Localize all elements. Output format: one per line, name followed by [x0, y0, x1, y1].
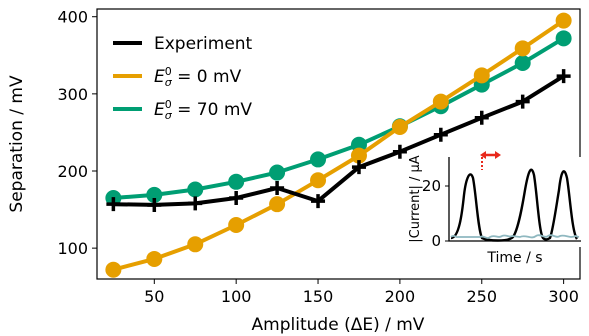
data-point: [146, 250, 163, 267]
y-tick-label: 200: [57, 162, 88, 181]
legend-value: = 70 mV: [172, 100, 253, 120]
legend-superscript: 0: [165, 98, 172, 111]
inset-x-axis-label: Time / s: [486, 250, 542, 266]
x-axis-label: Amplitude (ΔE) / mV: [252, 315, 425, 335]
inset-current-trace: [450, 168, 579, 242]
series-layer: [105, 12, 572, 278]
data-point: [310, 172, 327, 189]
data-point: [433, 127, 448, 142]
data-point: [146, 186, 163, 203]
data-point: [269, 196, 286, 213]
series-experiment: [106, 69, 571, 212]
data-point: [270, 180, 285, 195]
data-point: [392, 144, 407, 159]
data-point: [474, 110, 489, 125]
inset-y-tick-label: 0: [431, 232, 441, 250]
data-point: [187, 181, 204, 198]
x-tick-label: 200: [385, 287, 416, 306]
data-point: [515, 94, 530, 109]
data-point: [555, 12, 572, 29]
data-point: [105, 261, 122, 278]
legend-subscript: σ: [165, 109, 173, 122]
data-point: [351, 160, 366, 175]
data-point: [555, 30, 572, 47]
x-tick-label: 150: [303, 287, 334, 306]
legend-subscript: σ: [165, 76, 173, 89]
data-point: [229, 191, 244, 205]
y-tick-label: 300: [57, 85, 88, 104]
x-tick-label: 50: [144, 287, 164, 306]
x-tick-label: 250: [466, 287, 497, 306]
inset-arrow-head-right: [495, 151, 501, 159]
data-point: [391, 119, 408, 136]
legend: Experiment E0 σ = 0 mV E0 σ = 70 mV: [113, 34, 253, 122]
inset-arrow-head-left: [480, 151, 486, 159]
data-point: [187, 236, 204, 253]
inset-chart: 20 0 |Current| / µA Time / s: [408, 151, 581, 266]
data-point: [514, 40, 531, 57]
legend-label-experiment: Experiment: [154, 34, 253, 54]
legend-e-symbol: E: [154, 67, 165, 87]
x-tick-label: 300: [548, 287, 579, 306]
legend-superscript: 0: [165, 65, 172, 78]
data-point: [269, 164, 286, 181]
data-point: [432, 93, 449, 110]
data-point: [106, 197, 121, 212]
series-e-0-0-mv: [105, 12, 572, 278]
inset-y-axis-label: |Current| / µA: [408, 155, 423, 243]
data-point: [228, 173, 245, 190]
data-point: [350, 147, 367, 164]
plot-frame: [96, 8, 581, 280]
y-tick-label: 100: [57, 239, 88, 258]
data-point: [188, 196, 203, 211]
data-point: [147, 197, 162, 212]
x-axis: 50 100 150 200 250 300: [144, 279, 579, 306]
inset-y-tick-label: 20: [422, 177, 441, 195]
data-point: [228, 217, 245, 233]
y-axis-label: Separation / mV: [7, 75, 27, 213]
y-tick-label: 400: [57, 8, 88, 27]
legend-value: = 0 mV: [172, 67, 242, 87]
data-point: [514, 55, 531, 71]
data-point: [556, 69, 571, 84]
data-point: [310, 151, 327, 168]
legend-label-e0-70mv: E0 σ = 70 mV: [154, 98, 252, 122]
data-point: [311, 194, 326, 209]
legend-label-e0-0mv: E0 σ = 0 mV: [154, 65, 242, 89]
legend-e-symbol: E: [154, 100, 165, 120]
inset-baseline-trace: [450, 234, 580, 239]
x-tick-label: 100: [221, 287, 252, 306]
y-axis: 100 200 300 400: [57, 8, 97, 258]
data-point: [473, 67, 490, 84]
